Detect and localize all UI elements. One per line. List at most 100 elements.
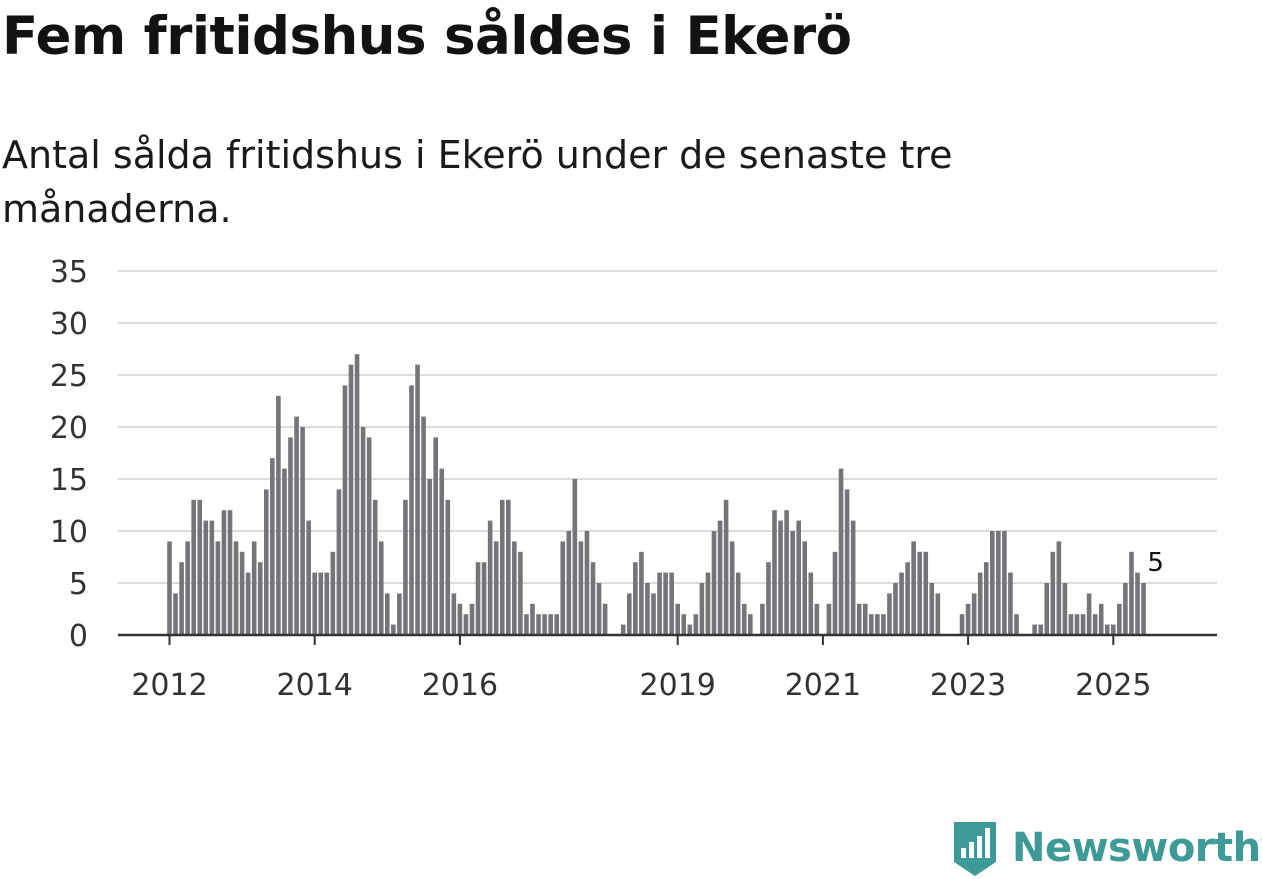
bar-53 — [487, 520, 493, 635]
bar-17 — [270, 458, 275, 635]
bar-13 — [245, 572, 251, 635]
bar-98 — [760, 603, 765, 635]
x-tick-label-2012: 2012 — [131, 668, 207, 703]
bar-39 — [403, 499, 408, 635]
x-tick-label-2014: 2014 — [277, 668, 353, 703]
bar-14 — [251, 541, 257, 635]
bar-116 — [869, 614, 874, 635]
bar-124 — [917, 551, 922, 635]
bar-103 — [790, 531, 795, 635]
bar-96 — [748, 614, 753, 635]
y-tick-label-25: 25 — [50, 359, 88, 394]
y-tick-label-15: 15 — [50, 463, 88, 498]
bar-86 — [687, 624, 693, 635]
bar-148 — [1062, 583, 1068, 635]
bar-145 — [1044, 583, 1050, 635]
bar-92 — [723, 499, 729, 635]
bar-75 — [620, 624, 626, 635]
newsworthy-logo: Newsworthy — [950, 818, 1262, 878]
bar-117 — [875, 614, 880, 635]
highlight-value-label: 5 — [1147, 548, 1164, 578]
bar-123 — [911, 541, 916, 635]
bar-136 — [990, 531, 995, 635]
bar-95 — [741, 603, 747, 635]
bar-49 — [463, 614, 469, 635]
bar-7 — [209, 520, 215, 635]
bar-107 — [814, 603, 820, 635]
x-axis: 2012 2014 2016 2019 2021 2023 2025 — [118, 633, 1217, 703]
bar-125 — [923, 551, 929, 635]
bar-9 — [221, 510, 227, 635]
bar-106 — [808, 572, 814, 635]
bar-82 — [663, 572, 668, 635]
bar-25 — [318, 572, 324, 635]
bar-44 — [433, 437, 438, 635]
bar-51 — [475, 562, 481, 635]
bar-57 — [512, 541, 517, 635]
bar-34 — [372, 499, 378, 635]
bar-55 — [499, 499, 505, 635]
bar-47 — [451, 593, 457, 635]
y-tick-label-30: 30 — [50, 307, 88, 342]
bar-139 — [1008, 572, 1013, 635]
bar-16 — [264, 489, 269, 635]
bar-152 — [1086, 593, 1092, 635]
bar-112 — [844, 489, 850, 635]
bar-88 — [699, 583, 705, 635]
bar-45 — [439, 468, 445, 635]
bar-28 — [336, 489, 342, 635]
bar-3 — [185, 541, 190, 635]
bar-31 — [354, 354, 360, 635]
bar-69 — [584, 531, 590, 635]
bar-91 — [717, 520, 723, 635]
y-tick-label-10: 10 — [50, 515, 88, 550]
bar-83 — [669, 572, 674, 635]
bar-159 — [1129, 551, 1134, 635]
bars — [167, 354, 1146, 635]
bar-36 — [385, 593, 390, 635]
bar-135 — [983, 562, 989, 635]
bar-6 — [203, 520, 209, 635]
bar-155 — [1104, 624, 1110, 635]
bar-59 — [524, 614, 529, 635]
bar-66 — [566, 531, 572, 635]
bar-110 — [832, 551, 838, 635]
bar-48 — [457, 603, 463, 635]
bar-4 — [191, 499, 196, 635]
bar-52 — [481, 562, 487, 635]
bar-42 — [421, 416, 426, 635]
bar-32 — [360, 427, 366, 635]
newsworthy-logo-icon — [954, 822, 996, 876]
bar-161 — [1141, 583, 1146, 635]
bar-156 — [1111, 624, 1116, 635]
bar-157 — [1117, 603, 1122, 635]
bar-29 — [342, 385, 348, 635]
bar-40 — [409, 385, 414, 635]
bar-133 — [971, 593, 977, 635]
x-tick-label-2023: 2023 — [930, 668, 1006, 703]
bar-37 — [391, 624, 396, 635]
bar-70 — [590, 562, 596, 635]
bar-121 — [899, 572, 904, 635]
bar-126 — [929, 583, 935, 635]
y-tick-label-20: 20 — [50, 411, 88, 446]
bar-146 — [1050, 551, 1056, 635]
bar-85 — [681, 614, 687, 635]
bar-12 — [239, 551, 245, 635]
bar-120 — [893, 583, 898, 635]
y-tick-label-35: 35 — [50, 255, 88, 290]
bar-79 — [645, 583, 650, 635]
bar-113 — [850, 520, 856, 635]
bar-0 — [167, 541, 172, 635]
newsworthy-logo-text: Newsworthy — [1012, 825, 1262, 871]
bar-65 — [560, 541, 566, 635]
bar-94 — [735, 572, 741, 635]
bar-8 — [215, 541, 221, 635]
bar-93 — [729, 541, 735, 635]
bar-111 — [838, 468, 844, 635]
bar-151 — [1080, 614, 1086, 635]
bar-137 — [996, 531, 1001, 635]
bar-150 — [1074, 614, 1080, 635]
bar-105 — [802, 541, 808, 635]
chart-title: Fem fritidshus såldes i Ekerö — [2, 6, 852, 67]
